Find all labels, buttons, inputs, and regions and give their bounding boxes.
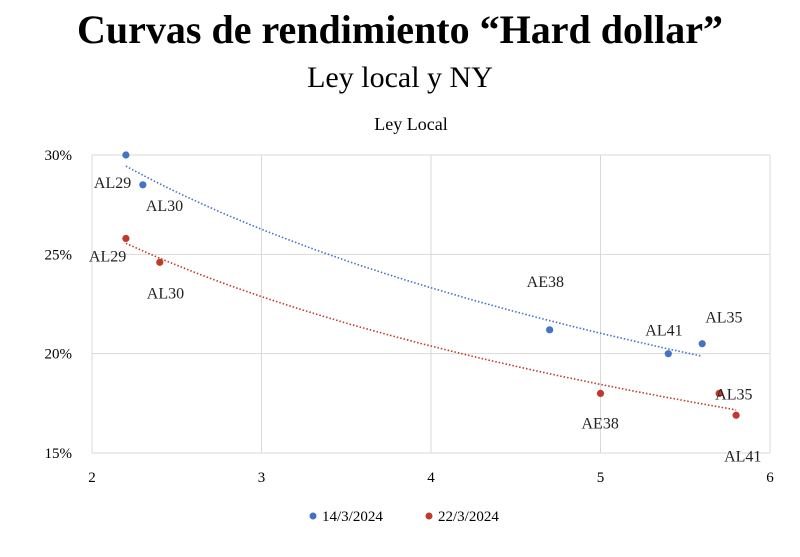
legend-marker-series-2 [425, 512, 433, 520]
legend-marker-series-1 [309, 512, 317, 520]
data-label-al41: AL41 [645, 323, 682, 340]
trendline-series-1 [125, 165, 703, 358]
data-label-al41: AL41 [724, 448, 761, 465]
x-tick-label: 3 [258, 470, 266, 486]
data-label-ae38: AE38 [527, 274, 564, 291]
data-label-al35: AL35 [715, 386, 752, 403]
data-point-ae38 [546, 326, 554, 334]
chart-title: Ley Local [374, 114, 447, 134]
data-point-al41 [664, 350, 672, 358]
y-tick-label: 20% [45, 347, 73, 363]
data-label-ae38: AE38 [582, 415, 619, 432]
page-title: Curvas de rendimiento “Hard dollar” [77, 7, 723, 52]
y-tick-label: 30% [45, 148, 73, 164]
y-tick-label: 25% [45, 247, 73, 263]
data-label-al35: AL35 [705, 310, 742, 327]
data-point-ae38 [596, 389, 605, 397]
data-point-al30 [139, 181, 147, 189]
data-point-al29 [122, 151, 130, 159]
legend-label-series-2: 22/3/2024 [438, 509, 499, 525]
x-tick-label: 2 [88, 470, 96, 486]
data-point-al35 [698, 340, 706, 348]
x-tick-label: 6 [766, 470, 774, 486]
x-tick-label: 5 [597, 470, 605, 486]
data-label-al29: AL29 [94, 175, 131, 192]
data-point-al35 [715, 389, 723, 397]
data-label-al30: AL30 [146, 198, 183, 215]
data-point-al29 [122, 234, 130, 243]
y-tick-label: 15% [45, 446, 73, 462]
page-subtitle: Ley local y NY [307, 61, 493, 94]
legend-label-series-1: 14/3/2024 [322, 509, 383, 525]
x-tick-label: 4 [427, 470, 435, 486]
data-point-al30 [156, 258, 164, 266]
data-label-al30: AL30 [147, 285, 184, 302]
data-label-al29: AL29 [89, 248, 126, 265]
trendline-series-2 [125, 242, 737, 411]
data-point-al41 [732, 411, 740, 419]
